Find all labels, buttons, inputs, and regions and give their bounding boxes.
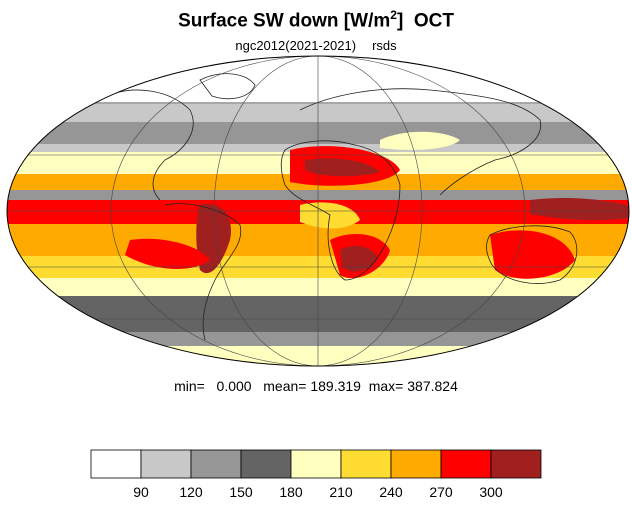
coast-eurasia — [299, 88, 541, 196]
coast-south-america — [164, 203, 242, 341]
south-pacific-red — [125, 238, 210, 270]
title-period: OCT — [413, 10, 454, 32]
sahara-darkred — [305, 158, 380, 177]
mean-label: mean= — [263, 378, 307, 394]
min-label: min= — [174, 378, 205, 394]
colorbar-swatch — [190, 449, 242, 479]
colorbar-swatch — [490, 449, 542, 479]
map-title: Surface SW down [W/m2] OCT — [0, 8, 632, 32]
coastlines — [109, 73, 578, 341]
coast-greenland — [199, 73, 256, 100]
coast-australia — [486, 225, 578, 284]
coast-africa — [280, 140, 401, 281]
max-label: max= — [368, 378, 404, 394]
colorbar-tick-label: 90 — [133, 484, 149, 500]
colorbar-tick-label: 150 — [229, 484, 253, 500]
max-value: 387.824 — [407, 378, 458, 394]
colorbar-tick-label: 180 — [279, 484, 303, 500]
meridian-60 — [213, 56, 423, 366]
min-value: 0.000 — [216, 378, 252, 394]
variable-label: rsds — [372, 38, 397, 53]
coast-north-america — [109, 89, 194, 201]
colorbar-swatch — [390, 449, 442, 479]
mean-value: 189.319 — [310, 378, 361, 394]
globe-outline — [6, 55, 630, 367]
colorbar-tick-label: 270 — [429, 484, 453, 500]
title-text: Surface SW down [W/m — [178, 10, 391, 32]
title-superscript: 2 — [390, 8, 397, 22]
colorbar-swatch — [240, 449, 292, 479]
colorbar-tick-label: 240 — [379, 484, 403, 500]
colorbar-tick-label: 300 — [479, 484, 503, 500]
colorbar-swatch — [340, 449, 392, 479]
mideast-pale — [380, 131, 460, 150]
colorbar-swatch — [290, 449, 342, 479]
map-subtitle: ngc2012(2021-2021) rsds — [0, 38, 632, 53]
graticule — [7, 56, 629, 366]
model-label: ngc2012(2021-2021) — [235, 38, 357, 53]
colorbar-tick-label: 210 — [329, 484, 353, 500]
stats-line: min= 0.000 mean= 189.319 max= 387.824 — [0, 378, 632, 394]
meridian-120 — [110, 56, 526, 366]
west-pacific-darkred — [530, 197, 629, 221]
title-close: ] — [396, 10, 404, 32]
colorbar-swatch — [140, 449, 192, 479]
colorbar-swatch — [90, 449, 142, 479]
colorbar-swatch — [440, 449, 492, 479]
southern-africa-darkred — [340, 245, 378, 272]
colorbar-tick-label: 120 — [179, 484, 203, 500]
